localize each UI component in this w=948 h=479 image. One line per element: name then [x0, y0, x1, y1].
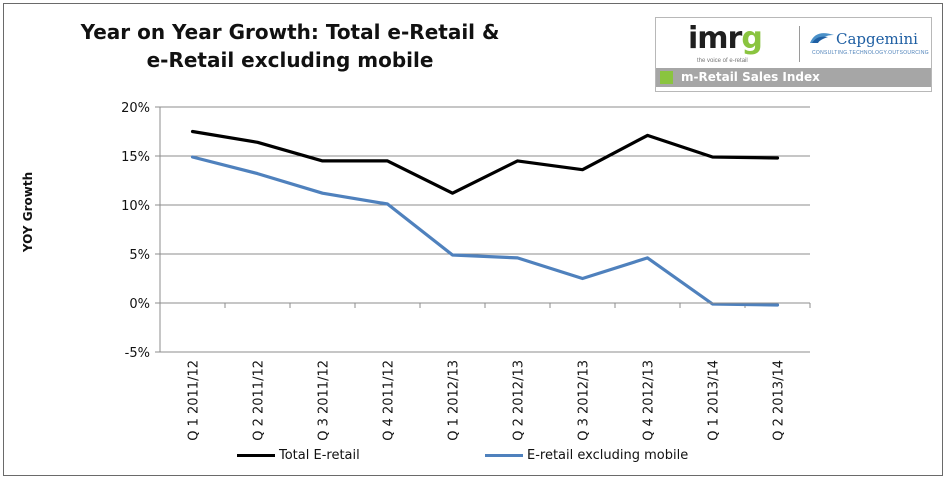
banner-square-icon [660, 71, 673, 84]
imrg-logo: imrg [688, 21, 763, 56]
series-line-e-retail-excluding-mobile [190, 155, 780, 307]
capgemini-logo: Capgemini [836, 30, 918, 48]
chart-title-line-2: e-Retail excluding mobile [146, 48, 434, 72]
y-tick-label: 20% [121, 101, 150, 116]
legend-swatch-excluding-mobile [485, 454, 523, 457]
y-tick-label: 15% [121, 150, 150, 165]
y-tick-label: -5% [125, 346, 150, 361]
x-tick-label: Q 3 2011/12 [317, 360, 332, 441]
legend-swatch-total [237, 454, 275, 457]
legend-item-excluding-mobile: E-retail excluding mobile [485, 447, 688, 465]
series-line-total-e-retail [190, 129, 780, 195]
y-tick-label: 5% [129, 248, 150, 263]
x-tick-label: Q 3 2012/13 [577, 360, 592, 441]
chart-title-line-1: Year on Year Growth: Total e-Retail & [80, 20, 500, 44]
index-banner-label: m-Retail Sales Index [681, 70, 820, 84]
sponsor-logo: imrg the voice of e-retail Capgemini CON… [655, 17, 932, 92]
imrg-tagline: the voice of e-retail [697, 58, 748, 64]
legend-label-total: Total E-retail [279, 448, 360, 463]
legend-label-excluding-mobile: E-retail excluding mobile [527, 448, 689, 463]
x-tick-label: Q 1 2013/14 [707, 360, 722, 441]
x-tick-label: Q 2 2013/14 [772, 360, 787, 441]
x-tick-label: Q 1 2011/12 [187, 360, 202, 441]
chart-title: Year on Year Growth: Total e-Retail & e-… [70, 18, 510, 74]
index-banner: m-Retail Sales Index [656, 68, 931, 87]
x-tick-label: Q 2 2011/12 [252, 360, 267, 441]
x-tick-label: Q 2 2012/13 [512, 360, 527, 441]
capgemini-tagline: CONSULTING.TECHNOLOGY.OUTSOURCING [812, 50, 929, 56]
x-tick-label: Q 1 2012/13 [447, 360, 462, 441]
x-tick-label: Q 4 2012/13 [642, 360, 657, 441]
logo-divider [799, 26, 800, 62]
legend-item-total: Total E-retail [237, 447, 360, 465]
x-tick-label: Q 4 2011/12 [382, 360, 397, 441]
y-tick-label: 10% [121, 199, 150, 214]
y-tick-label: 0% [129, 297, 150, 312]
capgemini-spade-icon [810, 33, 834, 43]
